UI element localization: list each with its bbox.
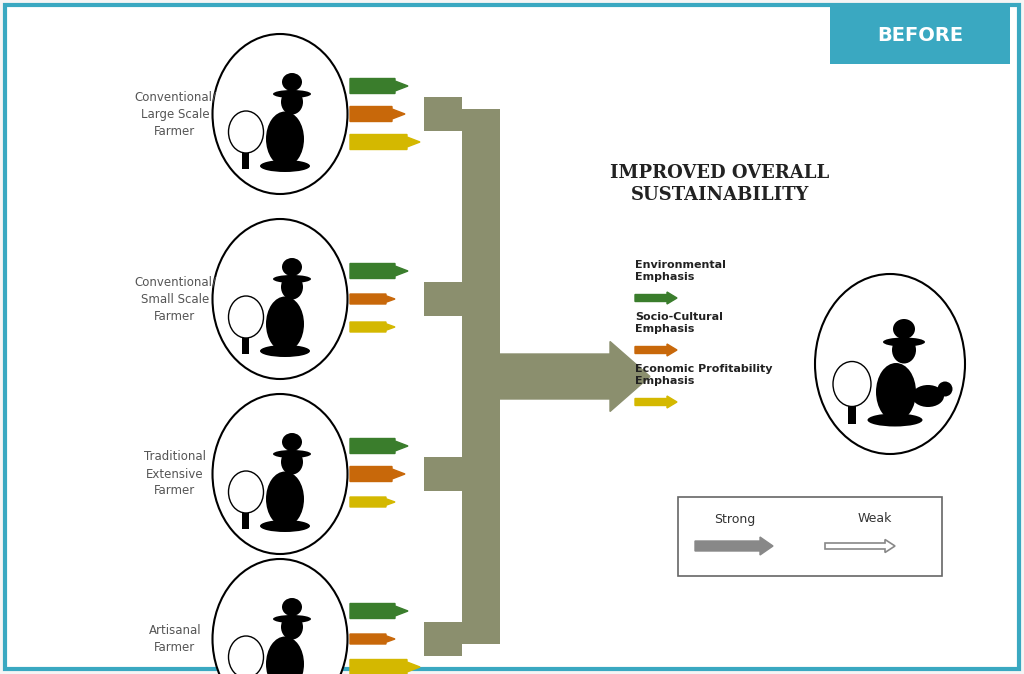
FancyArrow shape: [350, 264, 408, 278]
Text: Conventional/
Small Scale
Farmer: Conventional/ Small Scale Farmer: [134, 276, 216, 322]
Ellipse shape: [843, 375, 851, 383]
Ellipse shape: [266, 636, 304, 674]
FancyArrow shape: [350, 78, 408, 94]
FancyArrow shape: [350, 106, 406, 121]
FancyArrow shape: [635, 396, 677, 408]
FancyArrow shape: [350, 466, 406, 481]
FancyArrow shape: [695, 537, 773, 555]
Text: Strong: Strong: [715, 512, 756, 526]
Ellipse shape: [281, 274, 303, 299]
Ellipse shape: [282, 598, 302, 616]
Ellipse shape: [883, 338, 925, 346]
Ellipse shape: [892, 336, 916, 363]
Ellipse shape: [249, 303, 256, 311]
Ellipse shape: [249, 119, 256, 125]
Text: Economic Profitability
Emphasis: Economic Profitability Emphasis: [635, 364, 772, 386]
Ellipse shape: [249, 479, 256, 485]
Text: Environmental
Emphasis: Environmental Emphasis: [635, 260, 726, 282]
Ellipse shape: [840, 388, 848, 396]
FancyArrow shape: [350, 603, 408, 619]
FancyArrow shape: [350, 497, 395, 507]
Ellipse shape: [213, 219, 347, 379]
Ellipse shape: [854, 370, 862, 378]
FancyArrow shape: [635, 292, 677, 304]
Ellipse shape: [281, 615, 303, 640]
Bar: [424, 622, 462, 656]
Ellipse shape: [234, 497, 242, 503]
Ellipse shape: [248, 656, 255, 663]
Ellipse shape: [281, 90, 303, 115]
Ellipse shape: [249, 644, 256, 650]
Ellipse shape: [213, 34, 347, 194]
Ellipse shape: [238, 309, 245, 315]
FancyArrow shape: [350, 439, 408, 454]
Ellipse shape: [228, 296, 263, 338]
Bar: [242, 141, 249, 169]
Ellipse shape: [248, 315, 255, 322]
FancyBboxPatch shape: [830, 6, 1010, 64]
Text: Socio-Cultural
Emphasis: Socio-Cultural Emphasis: [635, 312, 723, 334]
Ellipse shape: [213, 394, 347, 554]
Ellipse shape: [260, 520, 310, 532]
Bar: [424, 282, 462, 316]
Ellipse shape: [282, 433, 302, 451]
Bar: [462, 109, 500, 644]
FancyArrow shape: [350, 634, 395, 644]
Ellipse shape: [833, 361, 871, 406]
Ellipse shape: [228, 111, 263, 153]
Bar: [242, 326, 249, 354]
Ellipse shape: [867, 414, 923, 427]
Ellipse shape: [228, 471, 263, 513]
Text: Conventional/
Large Scale
Farmer: Conventional/ Large Scale Farmer: [134, 90, 216, 137]
Text: BEFORE: BEFORE: [877, 26, 963, 44]
Ellipse shape: [893, 319, 915, 339]
Ellipse shape: [273, 275, 311, 283]
Ellipse shape: [266, 472, 304, 526]
Ellipse shape: [234, 137, 242, 144]
FancyArrow shape: [350, 659, 420, 674]
Ellipse shape: [228, 636, 263, 674]
Ellipse shape: [266, 111, 304, 166]
FancyArrow shape: [350, 294, 395, 304]
Bar: [848, 394, 856, 424]
Ellipse shape: [260, 345, 310, 357]
Ellipse shape: [260, 160, 310, 172]
FancyArrow shape: [350, 322, 395, 332]
Text: Traditional
Extensive
Farmer: Traditional Extensive Farmer: [144, 450, 206, 497]
FancyBboxPatch shape: [678, 497, 942, 576]
Ellipse shape: [876, 363, 916, 421]
Ellipse shape: [248, 131, 255, 137]
Text: Weak: Weak: [858, 512, 892, 526]
Ellipse shape: [266, 297, 304, 352]
Text: IMPROVED OVERALL
SUSTAINABILITY: IMPROVED OVERALL SUSTAINABILITY: [610, 164, 829, 204]
FancyArrow shape: [350, 135, 420, 150]
FancyArrow shape: [500, 342, 650, 412]
Ellipse shape: [273, 90, 311, 98]
Ellipse shape: [273, 450, 311, 458]
FancyArrow shape: [635, 344, 677, 356]
Ellipse shape: [282, 73, 302, 91]
Ellipse shape: [238, 648, 245, 656]
Ellipse shape: [234, 321, 242, 328]
Bar: [424, 457, 462, 491]
Ellipse shape: [912, 385, 944, 407]
Ellipse shape: [213, 559, 347, 674]
Ellipse shape: [281, 450, 303, 474]
Bar: [242, 666, 249, 674]
Text: Artisanal
Farmer: Artisanal Farmer: [148, 624, 202, 654]
Ellipse shape: [815, 274, 965, 454]
Ellipse shape: [248, 491, 255, 497]
Ellipse shape: [273, 615, 311, 623]
Ellipse shape: [238, 483, 245, 491]
FancyArrow shape: [825, 539, 895, 553]
Ellipse shape: [234, 661, 242, 669]
Ellipse shape: [282, 258, 302, 276]
Ellipse shape: [938, 381, 952, 396]
FancyBboxPatch shape: [5, 5, 1019, 669]
Bar: [424, 97, 462, 131]
Bar: [242, 501, 249, 529]
Ellipse shape: [853, 382, 861, 390]
Ellipse shape: [238, 123, 245, 131]
